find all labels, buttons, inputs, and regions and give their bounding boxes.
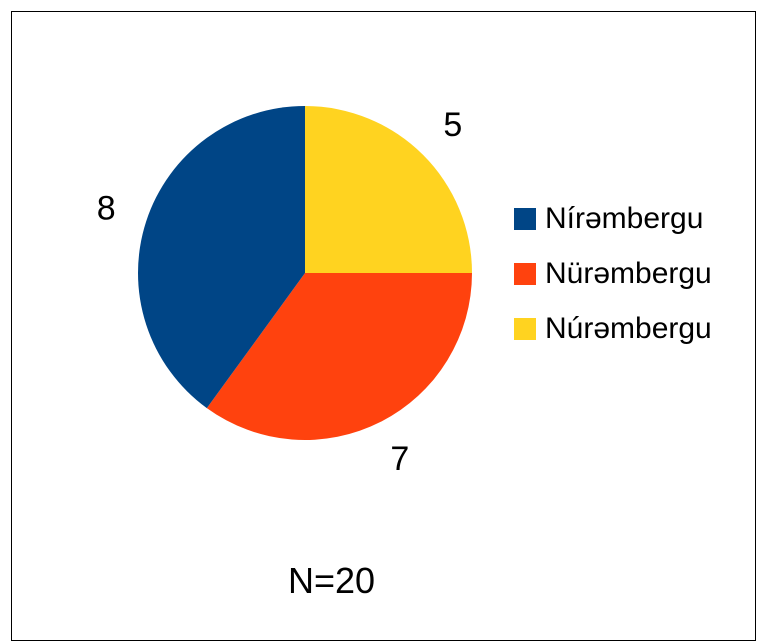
legend-swatch bbox=[514, 208, 536, 230]
data-label: 8 bbox=[97, 189, 116, 227]
legend-item: Núrəmbergu bbox=[514, 310, 754, 348]
legend-item: Nírəmbergu bbox=[514, 200, 754, 238]
legend: Nírəmbergu Nürəmbergu Núrəmbergu bbox=[514, 200, 754, 348]
data-labels: 5 7 8 bbox=[97, 106, 462, 478]
data-label: 5 bbox=[443, 106, 462, 144]
legend-label: Núrəmbergu bbox=[545, 312, 712, 345]
legend-item: Nürəmbergu bbox=[514, 255, 754, 293]
legend-swatch bbox=[514, 318, 536, 340]
legend-label: Nürəmbergu bbox=[545, 257, 712, 290]
pie-slice bbox=[206, 273, 473, 440]
pie-slice bbox=[138, 106, 305, 409]
sample-size-note: N=20 bbox=[288, 560, 376, 601]
legend-label: Nírəmbergu bbox=[545, 202, 704, 235]
pie-slice bbox=[305, 106, 472, 273]
legend-swatch bbox=[514, 263, 536, 285]
data-label: 7 bbox=[390, 440, 409, 478]
pie-slices bbox=[138, 106, 473, 440]
